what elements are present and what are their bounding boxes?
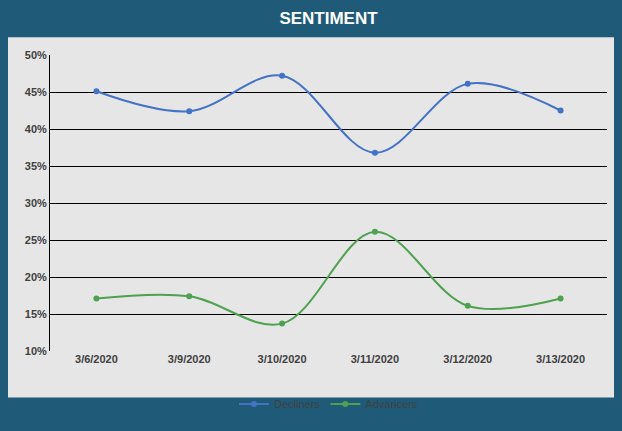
svg-text:Decliners: Decliners bbox=[274, 398, 320, 410]
svg-text:40%: 40% bbox=[25, 123, 47, 135]
svg-text:30%: 30% bbox=[25, 197, 47, 209]
svg-text:3/10/2020: 3/10/2020 bbox=[258, 353, 307, 365]
svg-text:20%: 20% bbox=[25, 271, 47, 283]
svg-text:3/12/2020: 3/12/2020 bbox=[443, 353, 492, 365]
svg-text:10%: 10% bbox=[25, 345, 47, 357]
svg-text:3/11/2020: 3/11/2020 bbox=[351, 353, 399, 365]
svg-text:Advancers: Advancers bbox=[365, 398, 417, 410]
svg-text:3/6/2020: 3/6/2020 bbox=[75, 353, 118, 365]
svg-text:25%: 25% bbox=[25, 234, 47, 246]
svg-text:15%: 15% bbox=[25, 308, 47, 320]
svg-text:45%: 45% bbox=[25, 86, 47, 98]
svg-text:3/9/2020: 3/9/2020 bbox=[168, 353, 211, 365]
svg-text:SENTIMENT: SENTIMENT bbox=[279, 9, 378, 28]
svg-text:3/13/2020: 3/13/2020 bbox=[536, 353, 585, 365]
svg-text:50%: 50% bbox=[25, 49, 47, 61]
svg-text:35%: 35% bbox=[25, 160, 47, 172]
